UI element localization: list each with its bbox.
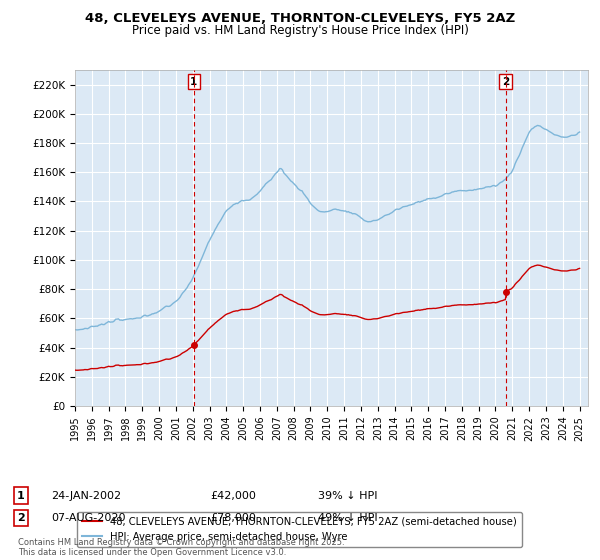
Text: Price paid vs. HM Land Registry's House Price Index (HPI): Price paid vs. HM Land Registry's House … [131, 24, 469, 36]
Text: Contains HM Land Registry data © Crown copyright and database right 2025.
This d: Contains HM Land Registry data © Crown c… [18, 538, 344, 557]
Text: 49% ↓ HPI: 49% ↓ HPI [318, 513, 377, 523]
Text: 1: 1 [190, 77, 197, 87]
Text: 2: 2 [17, 513, 25, 523]
Text: 48, CLEVELEYS AVENUE, THORNTON-CLEVELEYS, FY5 2AZ: 48, CLEVELEYS AVENUE, THORNTON-CLEVELEYS… [85, 12, 515, 25]
Text: £78,000: £78,000 [210, 513, 256, 523]
Text: 39% ↓ HPI: 39% ↓ HPI [318, 491, 377, 501]
Text: 24-JAN-2002: 24-JAN-2002 [51, 491, 121, 501]
Legend: 48, CLEVELEYS AVENUE, THORNTON-CLEVELEYS, FY5 2AZ (semi-detached house), HPI: Av: 48, CLEVELEYS AVENUE, THORNTON-CLEVELEYS… [77, 512, 522, 547]
Text: 07-AUG-2020: 07-AUG-2020 [51, 513, 125, 523]
Text: £42,000: £42,000 [210, 491, 256, 501]
Text: 2: 2 [502, 77, 509, 87]
Text: 1: 1 [17, 491, 25, 501]
